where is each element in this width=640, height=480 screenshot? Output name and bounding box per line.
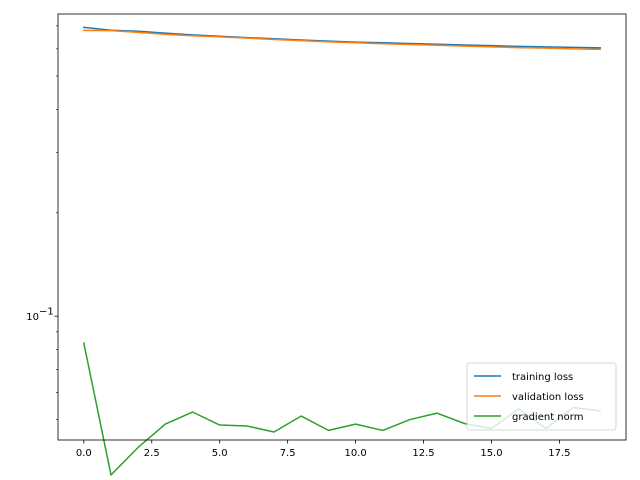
x-tick-label: 2.5 <box>144 448 160 459</box>
series-line-validation-loss <box>83 29 601 51</box>
legend-label: gradient norm <box>512 412 583 423</box>
x-tick-label: 17.5 <box>548 448 570 459</box>
x-tick-label: 15.0 <box>480 448 502 459</box>
y-axis: 10 −1 <box>26 25 58 420</box>
legend-label: validation loss <box>512 392 584 403</box>
x-tick-label: 0.0 <box>76 448 92 459</box>
legend: training loss validation loss gradient nor… <box>466 362 617 431</box>
x-tick-label: 7.5 <box>280 448 296 459</box>
legend-box <box>466 362 617 431</box>
y-tick-label-exponent: −1 <box>39 307 54 318</box>
y-tick-label: 10 <box>26 312 39 323</box>
x-tick-label: 12.5 <box>412 448 434 459</box>
x-tick-label: 5.0 <box>212 448 228 459</box>
legend-label: training loss <box>512 372 573 383</box>
x-axis: 0.0 2.5 5.0 7.5 10.0 12.5 15.0 17.5 <box>76 440 571 459</box>
x-tick-label: 10.0 <box>344 448 366 459</box>
axes-frame <box>57 13 627 441</box>
